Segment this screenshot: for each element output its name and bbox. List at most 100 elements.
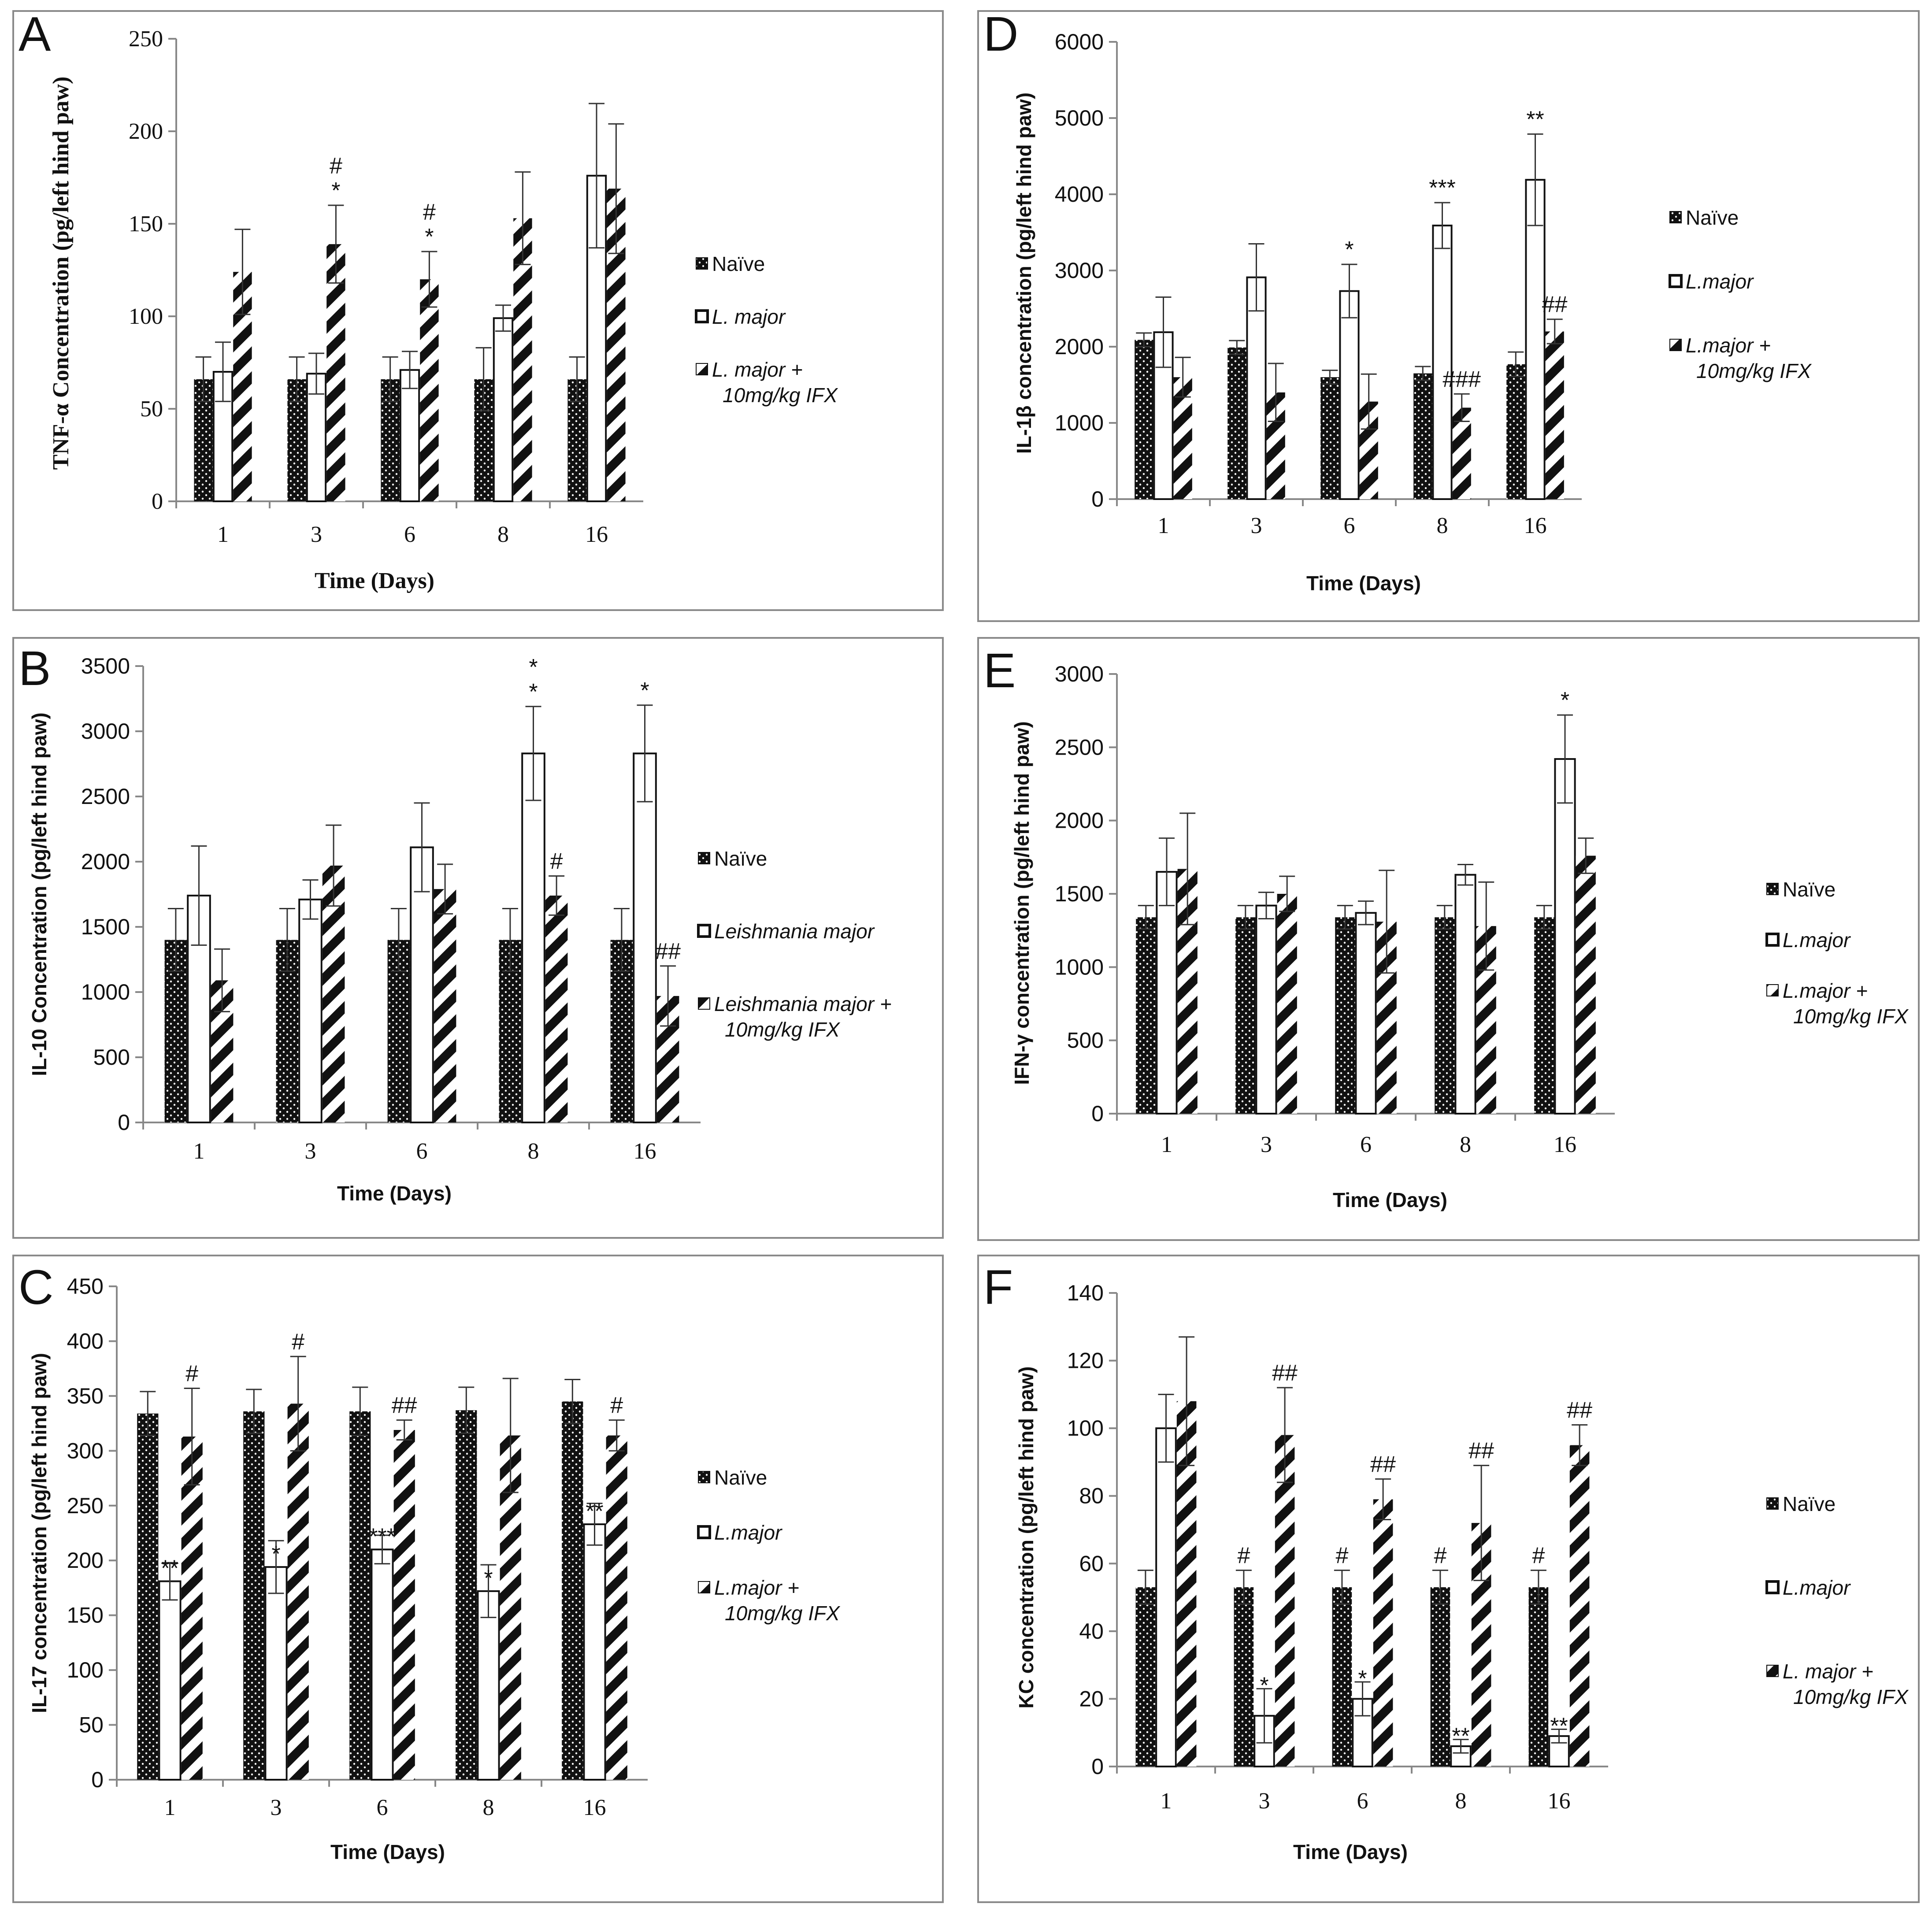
legend-label-naive: Naïve [712,252,765,275]
legend-swatch-l-major [697,1525,711,1539]
legend-label-l-major: Leishmania major [714,920,875,943]
error-bar [1158,1393,1174,1463]
x-tick-label: 6 [416,1139,428,1164]
bar-l-major-ifx [326,244,345,501]
x-axis-title: Time (Days) [315,568,434,593]
error-bar [475,347,492,411]
error-bar [1268,363,1284,422]
error-bar [564,1379,581,1424]
bar-naive [1135,1587,1156,1767]
bar-naive [1320,377,1339,499]
x-tick-label: 1 [193,1139,205,1164]
error-bar [608,123,624,254]
y-tick-label: 5000 [1055,106,1104,130]
x-tick-label: 6 [404,522,415,547]
significance-mark: * [1561,688,1569,713]
bar-l-major-ifx [606,1435,627,1780]
bar-naive [1235,917,1256,1114]
significance-mark: # [1237,1543,1250,1569]
error-bar [1235,1570,1252,1605]
y-tick-label: 1000 [81,980,130,1004]
legend-swatch-l-major-ifx [1766,984,1779,996]
bar-l-major [298,898,323,1123]
y-tick-label: 150 [129,211,163,237]
significance-mark: * [271,1541,280,1567]
bar-l-major [410,846,434,1123]
significance-mark: * [331,178,340,204]
y-tick-label: 250 [67,1493,104,1518]
error-bar [1457,863,1473,886]
bar-l-major [1525,179,1546,500]
error-bar [1322,370,1338,385]
error-bar [1453,1739,1469,1754]
y-axis-title: KC concentration (pg/left hind paw) [1015,1367,1038,1709]
panel-frame [977,1255,1920,1903]
bar-naive [243,1411,265,1780]
error-bar [1530,1570,1546,1605]
error-bar [1478,881,1494,971]
legend-label-l-major-ifx-line2: 10mg/kg IFX [1793,1685,1909,1708]
error-bar [382,356,398,402]
panel-letter: A [19,7,51,61]
x-tick-label: 8 [1455,1789,1467,1814]
x-tick-label: 8 [528,1139,539,1164]
x-tick-label: 8 [1460,1132,1471,1157]
y-axis-title: IFN-γ concentration (pg/left hind paw) [1010,721,1033,1085]
legend-swatch-naive [1766,1497,1779,1510]
error-bar [502,908,518,972]
panel-letter: E [983,644,1016,698]
significance-mark: ### [1443,367,1481,392]
x-tick-label: 6 [1360,1132,1372,1157]
bar-l-major-ifx [1275,1435,1295,1767]
significance-mark: ## [1370,1452,1396,1477]
legend-swatch-naive [698,852,710,864]
significance-mark: * [1260,1673,1268,1698]
error-bar [374,1534,390,1565]
significance-mark: # [550,849,563,874]
bar-naive [1332,1587,1352,1767]
x-tick-label: 16 [1554,1132,1576,1157]
bar-l-major-ifx [1373,1499,1393,1767]
x-axis-title: Time (Days) [337,1182,452,1205]
error-bar [290,1355,306,1452]
x-tick-label: 8 [497,522,509,547]
bar-l-major-ifx [1569,1445,1590,1767]
error-bar [414,802,430,893]
bar-l-major [264,1566,288,1781]
bar-l-major [1554,758,1576,1115]
significance-mark: * [484,1566,493,1591]
error-bar [1277,1387,1293,1483]
error-bar [352,1386,368,1436]
bar-l-major [306,373,327,502]
error-bar [328,204,344,284]
bar-l-major [521,752,545,1123]
error-bar [1361,373,1377,430]
bar-naive [1135,340,1153,499]
x-tick-label: 1 [1158,513,1169,538]
error-bar [1379,870,1395,974]
bar-naive [137,1413,159,1780]
y-tick-label: 1000 [1055,955,1104,979]
y-tick-label: 140 [1067,1281,1104,1305]
error-bar [495,304,511,332]
bar-naive [1435,917,1455,1114]
y-tick-label: 6000 [1055,30,1104,54]
y-tick-label: 50 [79,1713,104,1737]
error-bar [326,824,342,907]
legend-swatch-l-major-ifx [698,1581,710,1593]
error-bar [515,171,531,265]
bar-l-major-ifx [434,889,456,1122]
y-tick-label: 0 [1091,487,1104,511]
error-bar [1434,202,1450,249]
error-bar [396,1419,412,1441]
significance-mark: # [1434,1543,1446,1569]
bar-naive [1335,917,1355,1114]
bar-naive [1534,917,1554,1114]
error-bar [1551,1729,1567,1744]
error-bar [1175,356,1191,398]
error-bar [215,341,231,402]
y-tick-label: 300 [67,1438,104,1463]
error-bar [660,965,676,1027]
